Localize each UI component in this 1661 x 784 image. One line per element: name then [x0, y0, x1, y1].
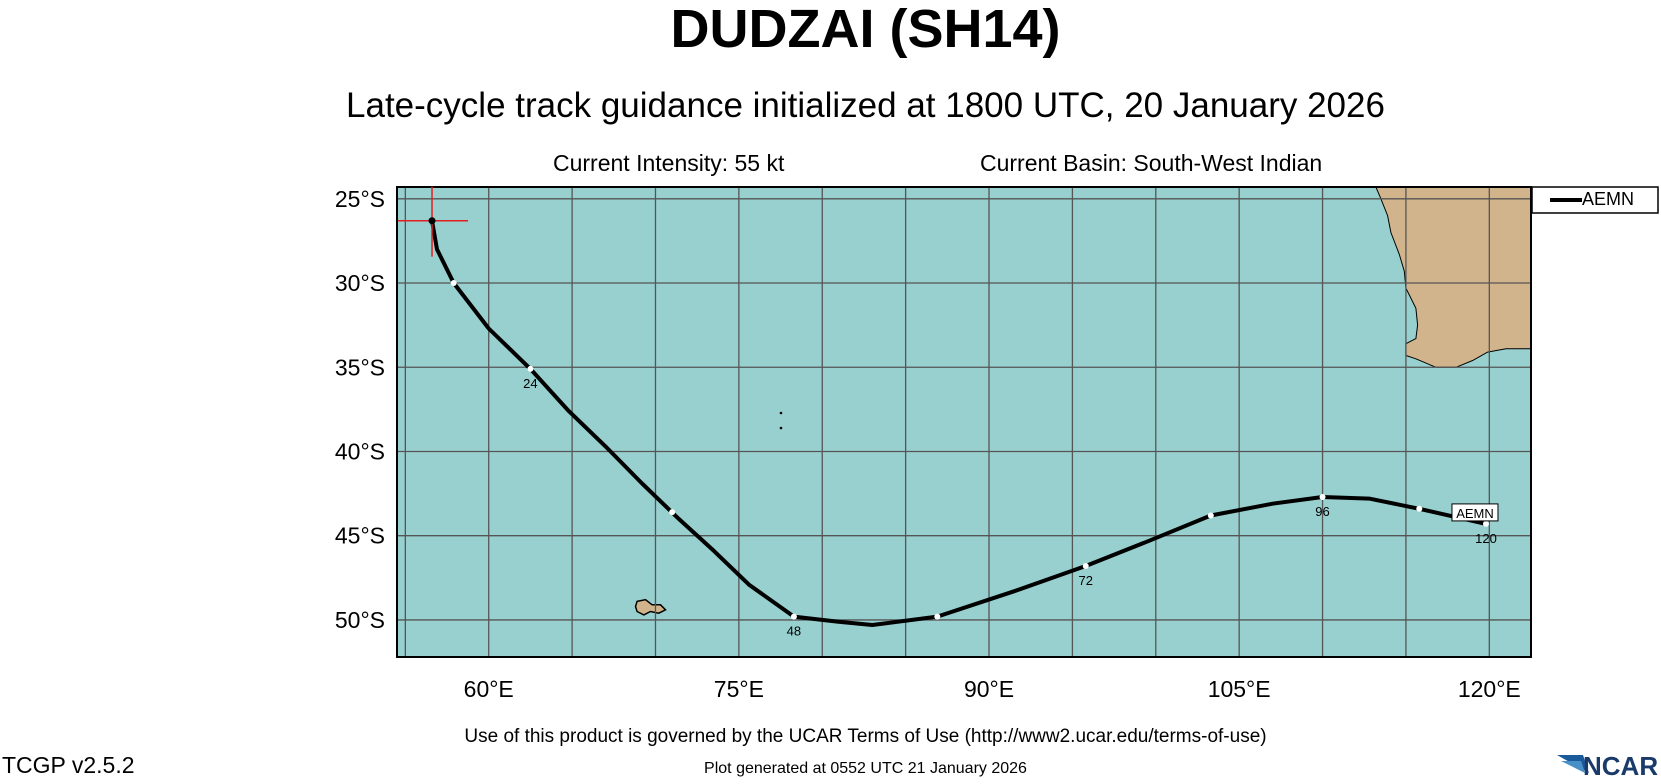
legend: [1531, 186, 1659, 214]
track-line-aemn: [430, 220, 1487, 627]
lat-tick-label: 40°S: [335, 438, 385, 464]
guidance-subtitle: Late-cycle track guidance initialized at…: [346, 86, 1385, 125]
legend-box: [1531, 186, 1659, 214]
lon-tick-label: 105°E: [1208, 676, 1271, 702]
track-point-marker: [669, 509, 676, 516]
plot-generated-time: Plot generated at 0552 UTC 21 January 20…: [704, 760, 1027, 777]
ncar-logo-text: NCAR: [1583, 751, 1658, 779]
version-label: TCGP v2.5.2: [2, 752, 135, 778]
tau-marker-dot: [527, 365, 534, 372]
lon-tick-label: 60°E: [464, 676, 514, 702]
current-position-dot: [428, 217, 436, 225]
tau-label-72: 72: [1079, 573, 1093, 588]
tau-label-24: 24: [523, 376, 537, 391]
tau-marker-dot: [1319, 493, 1326, 500]
track-point-marker: [1416, 505, 1423, 512]
tau-marker-dot: [1482, 520, 1489, 527]
ncar-logo: NCAR: [1555, 749, 1659, 781]
kerguelen-island: [634, 598, 667, 616]
track-point-marker: [1207, 512, 1214, 519]
lat-tick-label: 50°S: [335, 607, 385, 633]
lat-tick-label: 25°S: [335, 186, 385, 212]
lat-tick-label: 30°S: [335, 270, 385, 296]
st-paul-island: [779, 426, 783, 430]
ocean-background: [397, 187, 1531, 657]
amsterdam-island: [779, 411, 783, 415]
current-intensity: Current Intensity: 55 kt: [553, 150, 785, 176]
tau-label-120: 120: [1475, 531, 1497, 546]
track-point-marker: [934, 613, 941, 620]
storm-title: DUDZAI (SH14): [670, 0, 1061, 59]
lat-tick-label: 45°S: [335, 523, 385, 549]
track-end-label-box: [1451, 503, 1499, 522]
current-basin: Current Basin: South-West Indian: [980, 150, 1323, 176]
tau-label-48: 48: [787, 624, 801, 639]
tau-marker-dot: [1082, 563, 1089, 570]
terms-of-use: Use of this product is governed by the U…: [464, 726, 1267, 747]
plot-border: [396, 186, 1532, 658]
track-end-label: AEMN: [1456, 506, 1494, 521]
tau-marker-dot: [790, 613, 797, 620]
lon-tick-label: 75°E: [714, 676, 764, 702]
tau-label-96: 96: [1315, 504, 1329, 519]
lon-tick-label: 120°E: [1458, 676, 1521, 702]
lat-tick-label: 35°S: [335, 354, 385, 380]
track-point-marker: [450, 280, 457, 287]
legend-label-aemn: AEMN: [1582, 189, 1635, 209]
lon-tick-label: 90°E: [964, 676, 1014, 702]
